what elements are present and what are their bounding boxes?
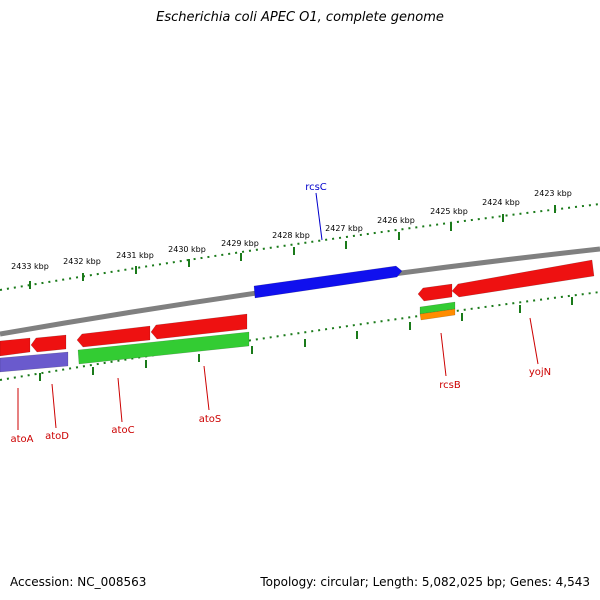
leader-rcsB	[440, 332, 447, 377]
kbp-label: 2424 kbp	[482, 198, 520, 207]
label-leader-lines	[17, 192, 539, 430]
kbp-tick-labels: 2433 kbp 2432 kbp 2431 kbp 2430 kbp 2429 kbp…	[11, 189, 572, 271]
gene-label-atoS: atoS	[199, 414, 222, 425]
kbp-label: 2423 kbp	[534, 189, 572, 198]
leader-atoS	[203, 365, 210, 411]
gene-label-atoA: atoA	[10, 434, 33, 445]
gene-arrow-rcsB	[417, 283, 453, 302]
gene-arrow-atoC	[76, 325, 151, 348]
kbp-label: 2425 kbp	[430, 207, 468, 216]
accession-text: Accession: NC_008563	[10, 575, 147, 589]
leader-atoC	[117, 377, 123, 423]
gene-atoD[interactable]	[30, 334, 67, 353]
genome-summary-text: Topology: circular; Length: 5,082,025 bp…	[260, 575, 590, 589]
gene-arrow-atoD	[30, 334, 67, 353]
kbp-label: 2427 kbp	[325, 224, 363, 233]
kbp-label: 2429 kbp	[221, 239, 259, 248]
major-ticks	[29, 205, 573, 381]
gene-label-yojN: yojN	[529, 367, 551, 378]
gene-rcsC[interactable]	[253, 265, 403, 299]
feature-orange-rcsB[interactable]	[419, 308, 456, 321]
gene-yojN[interactable]	[451, 259, 595, 298]
leader-yojN	[529, 317, 539, 365]
gene-atoA[interactable]	[0, 337, 31, 357]
kbp-label: 2428 kbp	[272, 231, 310, 240]
gene-atoS[interactable]	[150, 313, 248, 340]
gene-labels: rcsC atoA atoD atoC atoS rcsB yojN	[10, 182, 551, 445]
gene-atoC[interactable]	[76, 325, 151, 348]
gene-arrow-atoA	[0, 337, 31, 357]
kbp-label: 2433 kbp	[11, 262, 49, 271]
kbp-label: 2430 kbp	[168, 245, 206, 254]
gene-label-rcsB: rcsB	[439, 380, 461, 391]
gene-label-atoC: atoC	[111, 425, 134, 436]
gene-arrow-yojN	[451, 259, 595, 298]
gene-arrow-rcsC	[253, 265, 403, 299]
feature-purple[interactable]	[0, 351, 69, 373]
kbp-label: 2431 kbp	[116, 251, 154, 260]
kbp-label: 2426 kbp	[377, 216, 415, 225]
feature-green-atoC[interactable]	[77, 331, 250, 365]
leader-atoD	[51, 383, 57, 429]
gene-label-rcsC: rcsC	[305, 182, 327, 193]
leader-rcsC	[315, 192, 323, 241]
inner-tick-ring	[0, 291, 600, 381]
map-title: Escherichia coli APEC O1, complete genom…	[156, 10, 444, 25]
gene-label-atoD: atoD	[45, 431, 69, 442]
gene-arrow-atoS	[150, 313, 248, 340]
gene-rcsB[interactable]	[417, 283, 453, 302]
kbp-label: 2432 kbp	[63, 257, 101, 266]
